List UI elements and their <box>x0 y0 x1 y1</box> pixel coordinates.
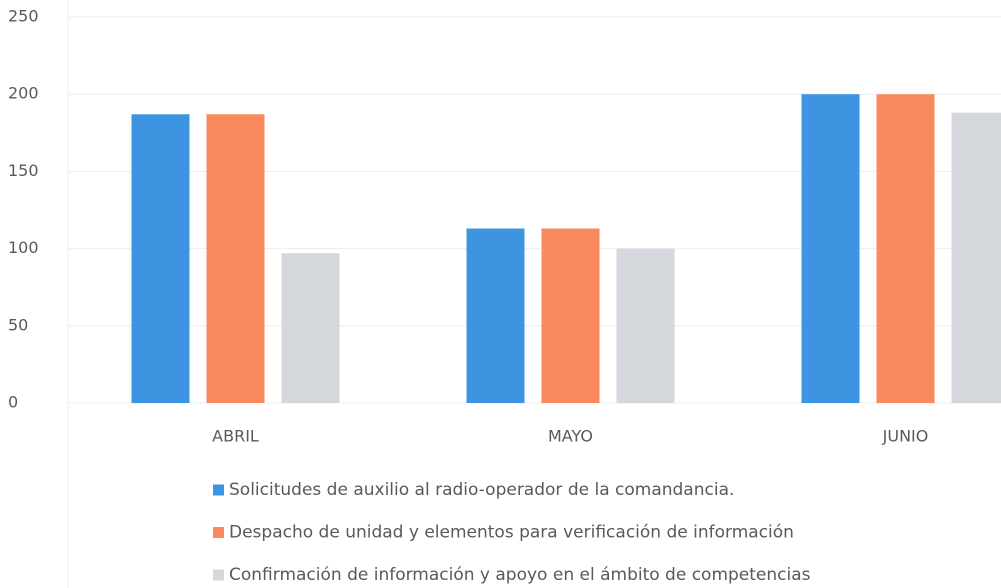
y-tick-label: 0 <box>8 393 18 412</box>
bar <box>131 114 190 403</box>
bar <box>951 112 1001 403</box>
legend-label: Despacho de unidad y elementos para veri… <box>229 523 794 543</box>
legend-swatch <box>213 569 224 581</box>
legend-label: Confirmación de información y apoyo en e… <box>229 565 811 585</box>
y-tick-label: 200 <box>8 84 39 103</box>
bar <box>801 94 860 403</box>
bar <box>616 248 675 403</box>
y-tick-label: 250 <box>8 7 39 26</box>
y-tick-label: 150 <box>8 161 39 180</box>
x-tick-label: JUNIO <box>882 427 929 446</box>
legend-label: Solicitudes de auxilio al radio-operador… <box>229 480 734 500</box>
legend-swatch <box>213 527 224 538</box>
bar <box>466 228 525 403</box>
x-tick-label: ABRIL <box>212 427 259 446</box>
bar <box>876 94 935 403</box>
bar <box>541 228 600 403</box>
legend-swatch <box>213 484 224 496</box>
bar <box>281 253 340 403</box>
y-tick-label: 50 <box>8 315 28 334</box>
bar <box>206 114 265 403</box>
y-tick-label: 100 <box>8 238 39 257</box>
x-tick-label: MAYO <box>548 427 593 446</box>
